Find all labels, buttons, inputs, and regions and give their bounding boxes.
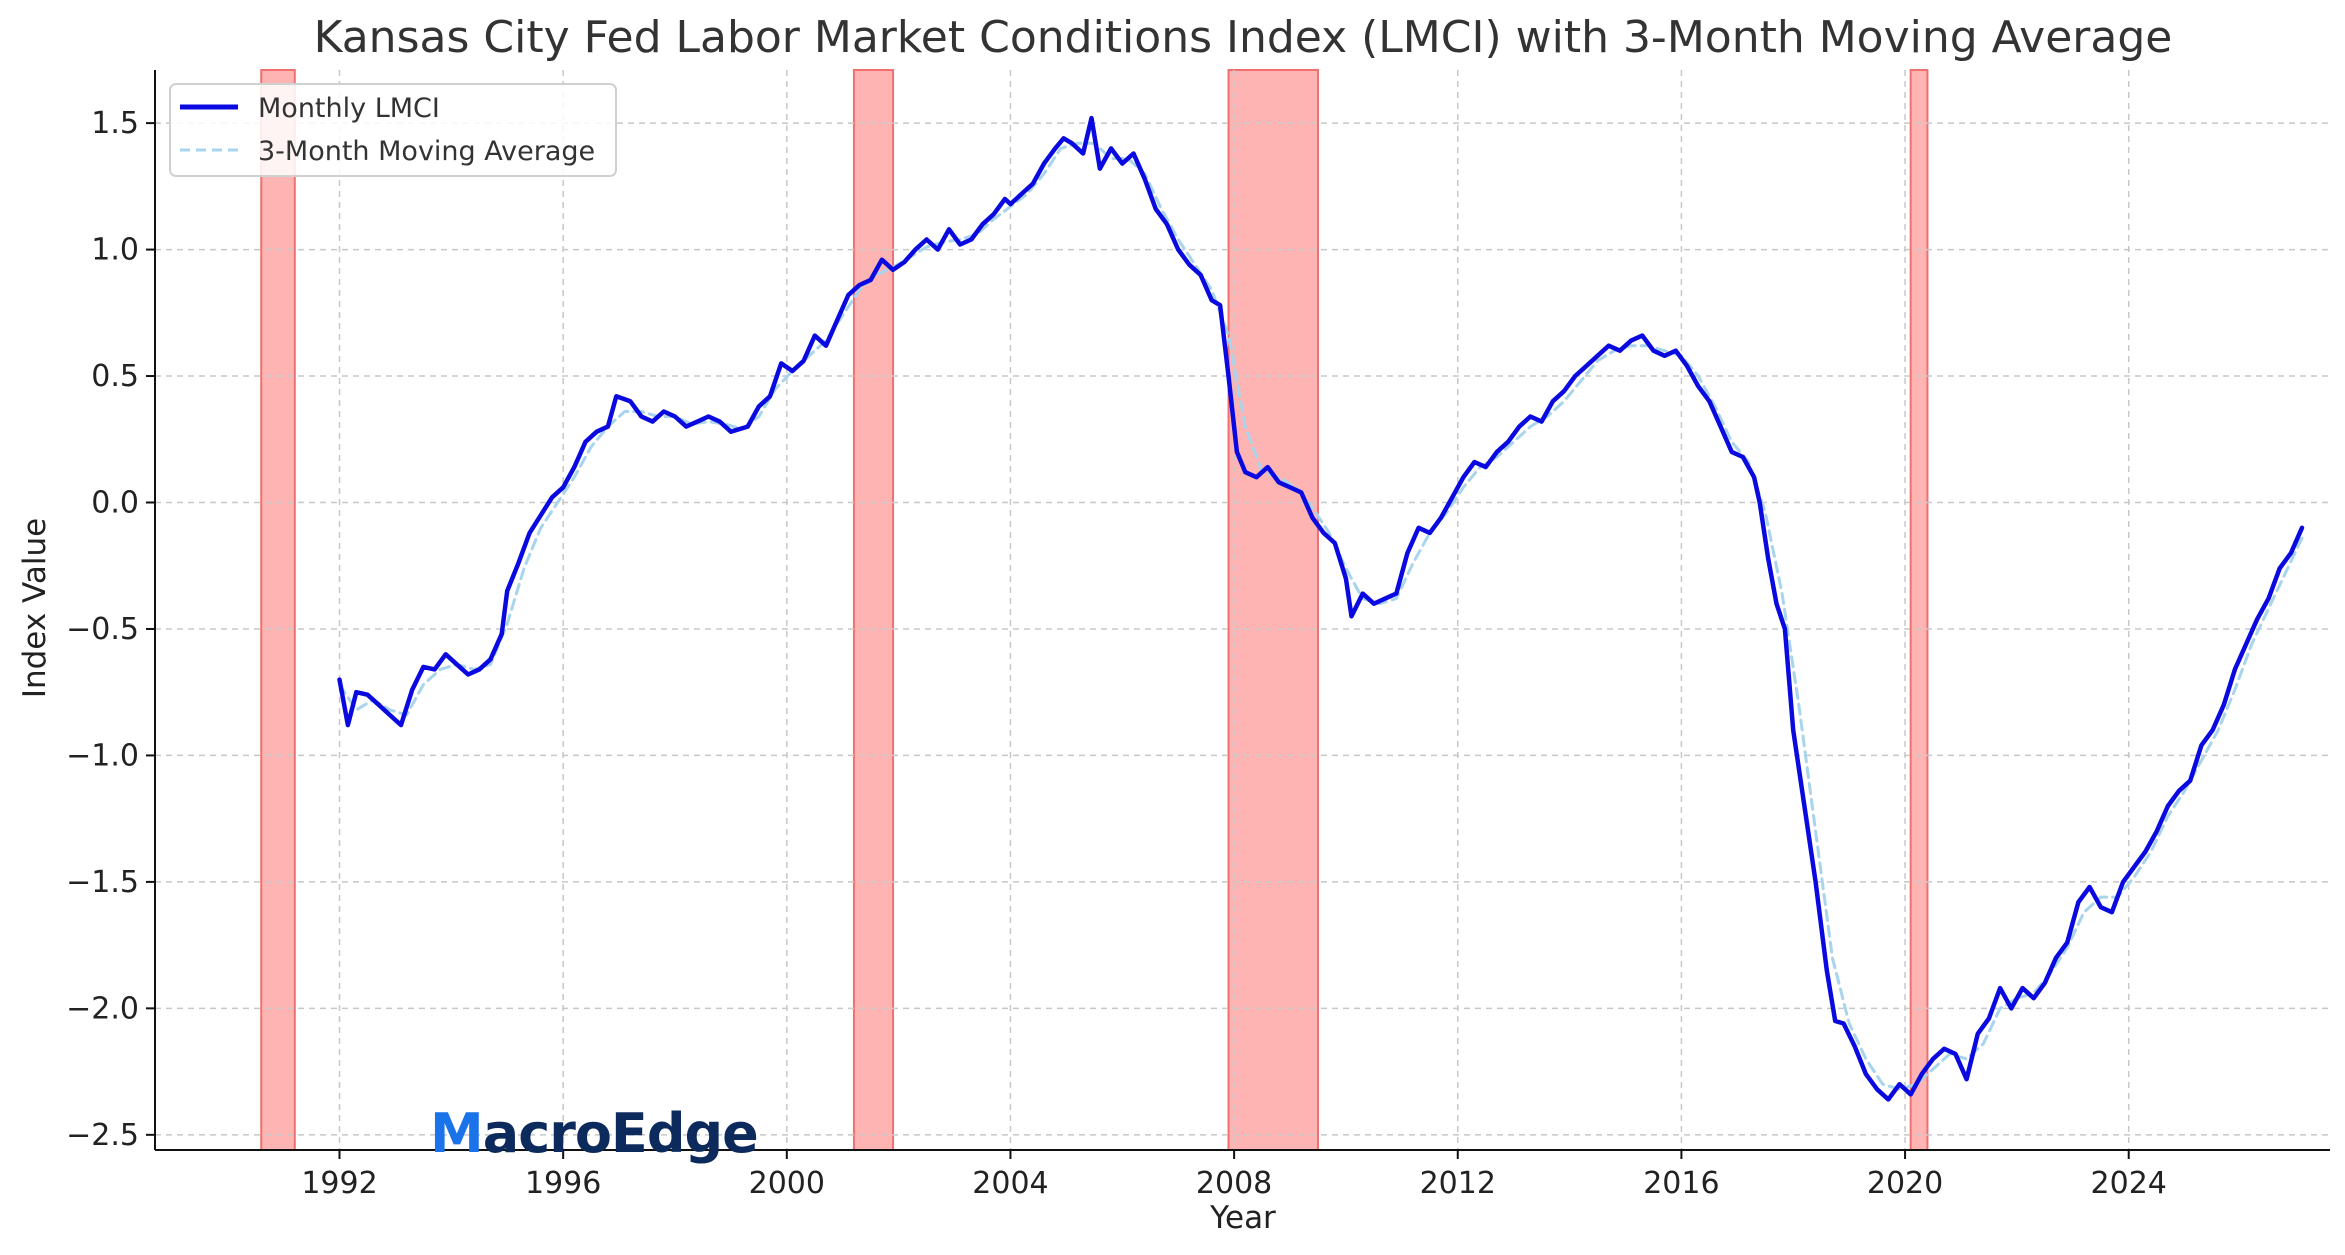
y-tick-label-8: −2.5 [66,1118,139,1153]
y-tick-label-3: 0.0 [91,486,139,521]
series-layer [337,115,2305,1102]
y-tick-label-6: −1.5 [66,865,139,900]
legend: Monthly LMCI 3-Month Moving Average [169,83,617,177]
y-axis-title: Index Value [17,518,53,698]
x-axis-title: Year [1209,1200,1276,1236]
macroedge-logo: MacroEdge [430,1102,758,1165]
legend-box [169,83,617,177]
recession-band-1 [260,69,296,1151]
x-tick-label-2000: 2000 [749,1166,825,1201]
y-tick-label-1: 1.0 [91,233,139,268]
series-line-monthly-lmci [337,115,2305,1102]
legend-label-monthly: Monthly LMCI [258,93,440,124]
y-tick-label-5: −1.0 [66,738,139,773]
x-tick-label-2016: 2016 [1643,1166,1719,1201]
legend-label-moving-average: 3-Month Moving Average [258,136,595,167]
logo-letter-m: M [430,1102,483,1165]
x-tick-label-2024: 2024 [2091,1166,2167,1201]
x-tick-label-2008: 2008 [1196,1166,1272,1201]
x-tick-label-1992: 1992 [301,1166,377,1201]
recession-band-3 [1227,69,1319,1151]
recession-band-2 [852,69,895,1151]
x-tick-label-2012: 2012 [1420,1166,1496,1201]
chart-title: Kansas City Fed Labor Market Conditions … [314,12,2173,63]
x-tick-label-2020: 2020 [1867,1166,1943,1201]
x-tick-label-1996: 1996 [525,1166,601,1201]
recession-band-4 [1909,69,1929,1151]
y-tick-label-0: 1.5 [91,106,139,141]
y-tick-label-2: 0.5 [91,359,139,394]
x-tick-label-2004: 2004 [972,1166,1048,1201]
y-tick-label-7: −2.0 [66,991,139,1026]
series-line-moving-average [338,141,2304,1091]
y-tick-label-4: −0.5 [66,612,139,647]
grid-layer [155,70,2330,1150]
logo-text: acroEdge [483,1102,758,1165]
tick-layer: 1992 1996 2000 2004 2008 2012 2016 2020 2024 1.5 1… [66,106,2167,1201]
